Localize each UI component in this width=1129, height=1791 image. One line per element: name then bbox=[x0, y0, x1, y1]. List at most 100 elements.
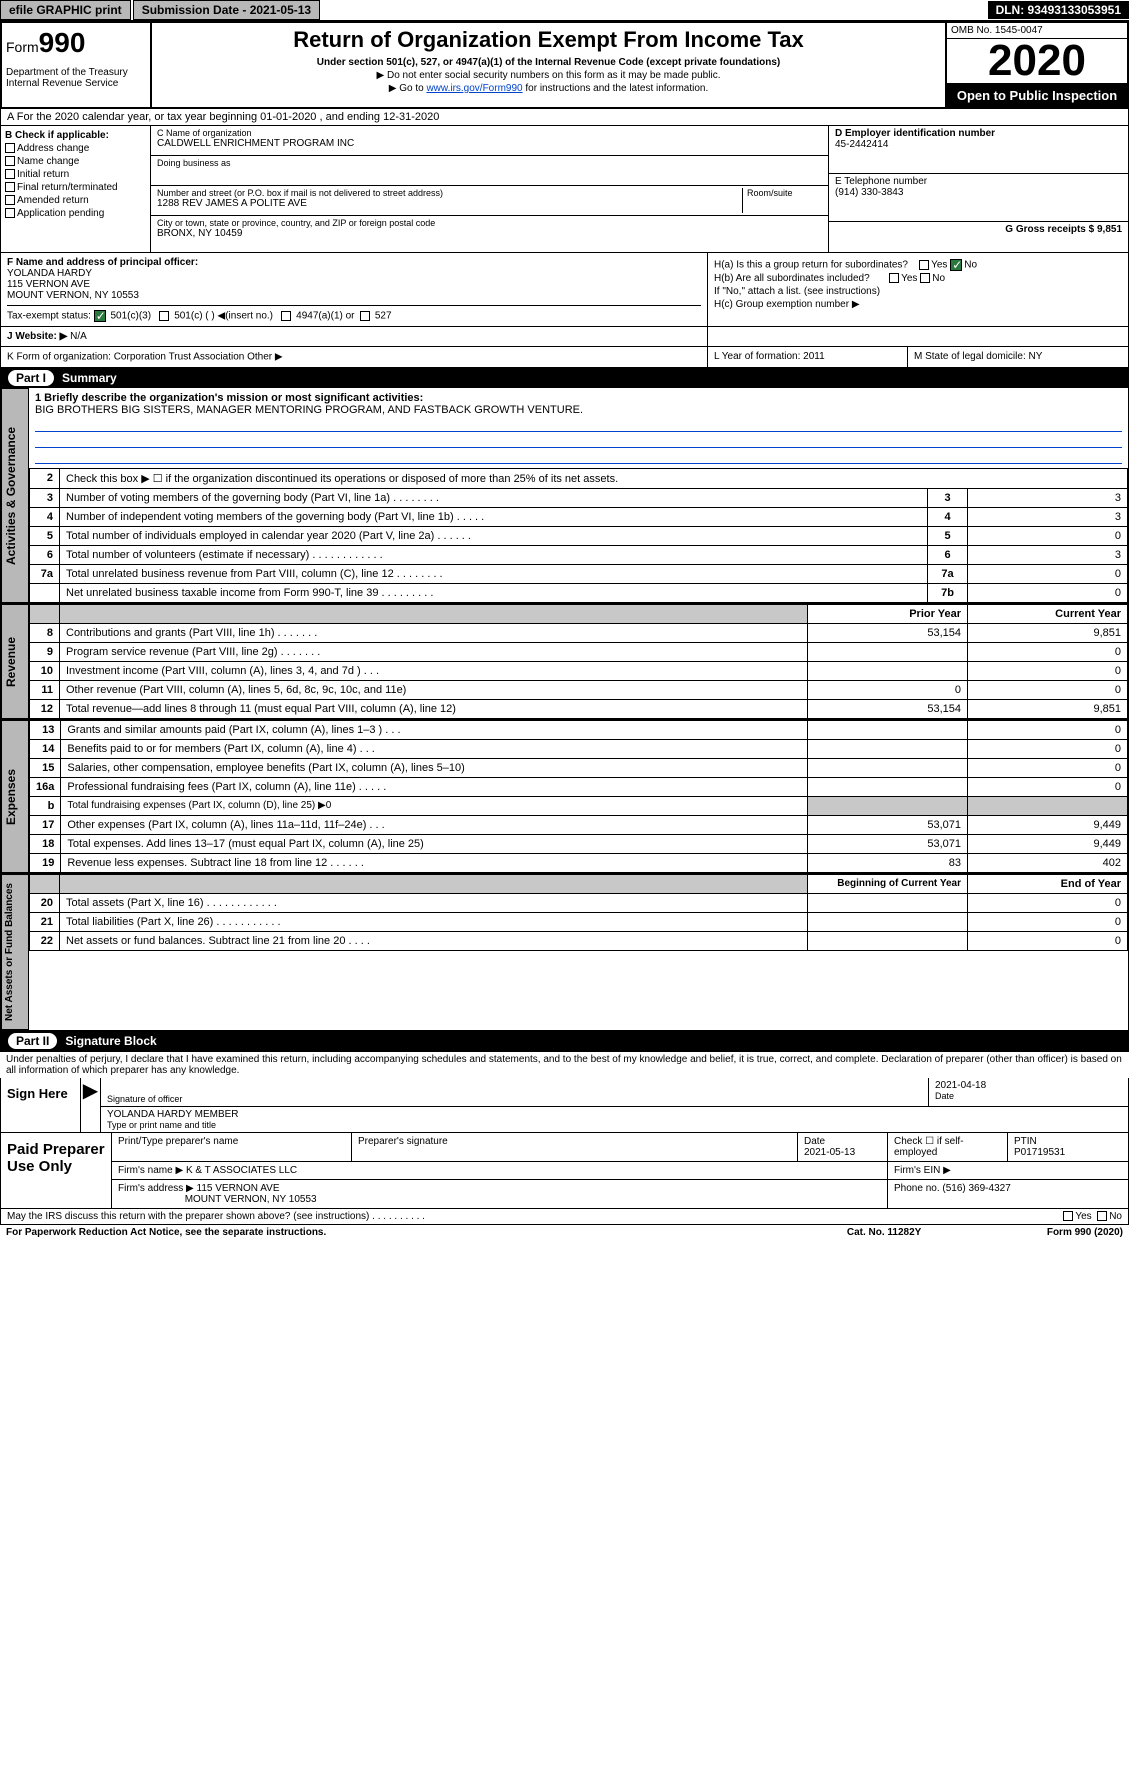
chk-amended[interactable] bbox=[5, 195, 15, 205]
vtab-governance: Activities & Governance bbox=[1, 388, 29, 603]
governance-table: 2Check this box ▶ ☐ if the organization … bbox=[29, 468, 1128, 603]
sig-date: 2021-04-18 bbox=[935, 1080, 1122, 1091]
form-label: Form bbox=[6, 39, 39, 55]
chk-final[interactable] bbox=[5, 182, 15, 192]
part2-num: Part II bbox=[8, 1033, 57, 1049]
header-mid: Return of Organization Exempt From Incom… bbox=[152, 23, 947, 107]
mission-text: BIG BROTHERS BIG SISTERS, MANAGER MENTOR… bbox=[35, 404, 1122, 416]
revenue-section: Revenue Prior YearCurrent Year 8Contribu… bbox=[0, 604, 1129, 720]
officer-addr1: 115 VERNON AVE bbox=[7, 279, 701, 290]
ha-label: H(a) Is this a group return for subordin… bbox=[714, 260, 908, 271]
irs-link[interactable]: www.irs.gov/Form990 bbox=[426, 83, 522, 94]
org-name: CALDWELL ENRICHMENT PROGRAM INC bbox=[157, 138, 822, 149]
part2-header: Part II Signature Block bbox=[0, 1031, 1129, 1051]
top-bar: efile GRAPHIC print Submission Date - 20… bbox=[0, 0, 1129, 21]
hc-label: H(c) Group exemption number ▶ bbox=[714, 299, 1122, 310]
expenses-table: 13Grants and similar amounts paid (Part … bbox=[29, 720, 1128, 873]
prep-name-hdr: Print/Type preparer's name bbox=[112, 1133, 352, 1161]
submission-date: Submission Date - 2021-05-13 bbox=[133, 0, 320, 20]
note-link-pre: ▶ Go to bbox=[389, 83, 427, 94]
sign-arrow-icon: ▶ bbox=[81, 1078, 101, 1132]
vtab-revenue: Revenue bbox=[1, 604, 29, 719]
city-label: City or town, state or province, country… bbox=[157, 218, 822, 228]
box-b-title: B Check if applicable: bbox=[5, 130, 146, 141]
tax-year: 2020 bbox=[947, 39, 1127, 84]
footer: For Paperwork Reduction Act Notice, see … bbox=[0, 1225, 1129, 1240]
note-ssn: ▶ Do not enter social security numbers o… bbox=[156, 70, 941, 81]
paid-preparer-block: Paid Preparer Use Only Print/Type prepar… bbox=[0, 1133, 1129, 1209]
box-h: H(a) Is this a group return for subordin… bbox=[708, 253, 1128, 326]
expenses-section: Expenses 13Grants and similar amounts pa… bbox=[0, 720, 1129, 874]
firm-phone: Phone no. (516) 369-4327 bbox=[888, 1180, 1128, 1208]
firm-ein-label: Firm's EIN ▶ bbox=[888, 1162, 1128, 1179]
cat-no: Cat. No. 11282Y bbox=[847, 1227, 1047, 1238]
sig-name-label: Type or print name and title bbox=[107, 1120, 1122, 1130]
form-number: 990 bbox=[39, 27, 86, 58]
website-val: N/A bbox=[70, 331, 87, 342]
discuss-row: May the IRS discuss this return with the… bbox=[0, 1209, 1129, 1225]
form-subtitle: Under section 501(c), 527, or 4947(a)(1)… bbox=[156, 57, 941, 68]
hb-note: If "No," attach a list. (see instruction… bbox=[714, 286, 1122, 297]
form-ref: Form 990 (2020) bbox=[1047, 1227, 1123, 1238]
part1-title: Summary bbox=[62, 371, 117, 385]
pra-notice: For Paperwork Reduction Act Notice, see … bbox=[6, 1227, 847, 1238]
chk-pending[interactable] bbox=[5, 208, 15, 218]
ein-label: D Employer identification number bbox=[835, 128, 1122, 139]
signature-block: Sign Here ▶ Signature of officer 2021-04… bbox=[0, 1078, 1129, 1133]
dln: DLN: 93493133053951 bbox=[988, 1, 1129, 19]
tax-exempt-label: Tax-exempt status: bbox=[7, 311, 91, 322]
box-de: D Employer identification number 45-2442… bbox=[828, 126, 1128, 252]
form-title: Return of Organization Exempt From Incom… bbox=[156, 27, 941, 53]
chk-name[interactable] bbox=[5, 156, 15, 166]
note-link-post: for instructions and the latest informat… bbox=[523, 83, 709, 94]
chk-discuss-no[interactable] bbox=[1097, 1211, 1107, 1221]
chk-501c[interactable] bbox=[159, 311, 169, 321]
sig-name: YOLANDA HARDY MEMBER bbox=[107, 1109, 1122, 1120]
sig-date-label: Date bbox=[935, 1091, 1122, 1101]
phone-val: (914) 330-3843 bbox=[835, 187, 1122, 198]
open-public: Open to Public Inspection bbox=[947, 84, 1127, 107]
officer-h-section: F Name and address of principal officer:… bbox=[0, 253, 1129, 327]
efile-btn[interactable]: efile GRAPHIC print bbox=[0, 0, 131, 20]
sign-here-label: Sign Here bbox=[1, 1078, 81, 1132]
org-name-label: C Name of organization bbox=[157, 128, 822, 138]
hb-label: H(b) Are all subordinates included? bbox=[714, 273, 870, 284]
room-label: Room/suite bbox=[747, 188, 822, 198]
officer-addr2: MOUNT VERNON, NY 10553 bbox=[7, 290, 701, 301]
prep-sig-hdr: Preparer's signature bbox=[352, 1133, 798, 1161]
row-a-period: A For the 2020 calendar year, or tax yea… bbox=[0, 109, 1129, 126]
chk-501c3[interactable] bbox=[94, 310, 106, 322]
chk-discuss-yes[interactable] bbox=[1063, 1211, 1073, 1221]
addr-val: 1288 REV JAMES A POLITE AVE bbox=[157, 198, 742, 209]
chk-ha-no[interactable] bbox=[950, 259, 962, 271]
perjury-text: Under penalties of perjury, I declare th… bbox=[0, 1051, 1129, 1078]
chk-address[interactable] bbox=[5, 143, 15, 153]
vtab-expenses: Expenses bbox=[1, 720, 29, 873]
part1-num: Part I bbox=[8, 370, 54, 386]
box-k: K Form of organization: Corporation Trus… bbox=[7, 352, 283, 363]
box-b: B Check if applicable: Address change Na… bbox=[1, 126, 151, 252]
chk-initial[interactable] bbox=[5, 169, 15, 179]
mission-block: 1 Briefly describe the organization's mi… bbox=[29, 388, 1128, 468]
officer-label: F Name and address of principal officer: bbox=[7, 257, 701, 268]
dept-label: Department of the Treasury Internal Reve… bbox=[6, 67, 146, 89]
firm-addr: 115 VERNON AVE bbox=[197, 1183, 280, 1194]
firm-name: K & T ASSOCIATES LLC bbox=[186, 1165, 297, 1176]
gross-receipts: G Gross receipts $ 9,851 bbox=[1005, 224, 1122, 235]
addr-label: Number and street (or P.O. box if mail i… bbox=[157, 188, 742, 198]
header-right: OMB No. 1545-0047 2020 Open to Public In… bbox=[947, 23, 1127, 107]
vtab-netassets: Net Assets or Fund Balances bbox=[1, 874, 29, 1030]
part1-header: Part I Summary bbox=[0, 368, 1129, 388]
chk-527[interactable] bbox=[360, 311, 370, 321]
discuss-text: May the IRS discuss this return with the… bbox=[7, 1211, 1063, 1222]
klm-row: K Form of organization: Corporation Trus… bbox=[0, 347, 1129, 368]
sig-officer-label: Signature of officer bbox=[107, 1094, 922, 1104]
box-l: L Year of formation: 2011 bbox=[708, 347, 908, 367]
revenue-table: Prior YearCurrent Year 8Contributions an… bbox=[29, 604, 1128, 719]
officer-name: YOLANDA HARDY bbox=[7, 268, 701, 279]
chk-4947[interactable] bbox=[281, 311, 291, 321]
website-label: J Website: ▶ bbox=[7, 331, 67, 342]
netassets-section: Net Assets or Fund Balances Beginning of… bbox=[0, 874, 1129, 1031]
governance-section: Activities & Governance 1 Briefly descri… bbox=[0, 388, 1129, 604]
ptin-val: P01719531 bbox=[1014, 1147, 1065, 1158]
